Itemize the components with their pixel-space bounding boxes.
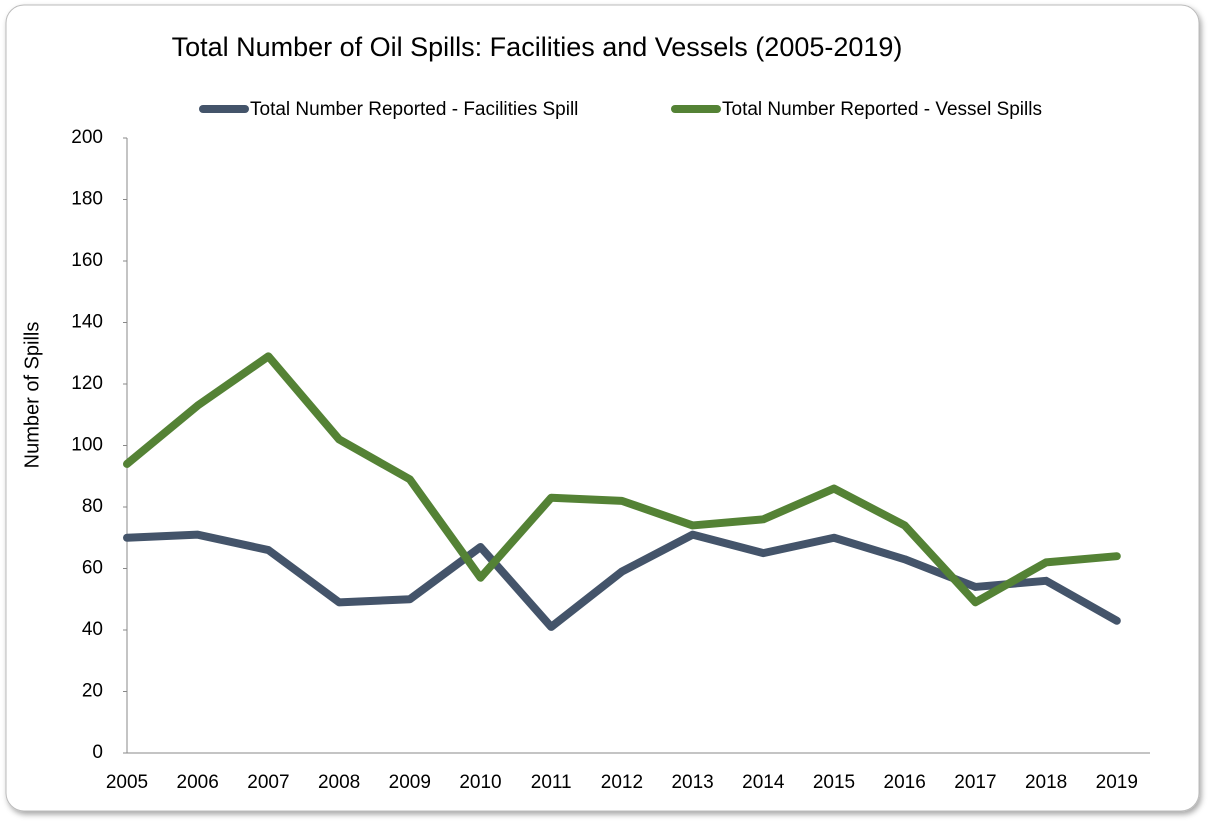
x-tick-label: 2016	[884, 772, 926, 793]
x-tick-label: 2007	[247, 772, 289, 793]
x-tick-label: 2014	[742, 772, 785, 793]
x-tick-label: 2017	[954, 772, 996, 793]
y-tick-label: 160	[71, 250, 103, 271]
y-tick-label: 180	[71, 189, 103, 210]
x-tick-label: 2005	[106, 772, 148, 793]
legend-label: Total Number Reported - Vessel Spills	[722, 99, 1042, 120]
y-tick-label: 100	[71, 435, 103, 456]
x-tick-label: 2009	[389, 772, 431, 793]
y-tick-label: 60	[82, 558, 103, 579]
y-axis-label: Number of Spills	[21, 322, 43, 469]
y-tick-label: 140	[71, 312, 103, 333]
legend-label: Total Number Reported - Facilities Spill	[250, 99, 578, 120]
chart-frame	[5, 4, 1200, 812]
x-tick-label: 2019	[1096, 772, 1138, 793]
x-tick-label: 2011	[531, 772, 572, 793]
x-tick-label: 2013	[671, 772, 713, 793]
y-tick-label: 80	[82, 496, 103, 517]
x-tick-label: 2012	[601, 772, 643, 793]
y-tick-label: 0	[92, 742, 103, 763]
series-line	[123, 352, 1121, 607]
y-tick-label: 120	[71, 373, 103, 394]
chart-title: Total Number of Oil Spills: Facilities a…	[172, 32, 903, 62]
x-tick-label: 2010	[459, 772, 501, 793]
x-tick-label: 2015	[813, 772, 855, 793]
x-tick-label: 2018	[1025, 772, 1067, 793]
y-tick-label: 40	[82, 619, 103, 640]
y-tick-label: 200	[71, 127, 103, 148]
x-tick-label: 2008	[318, 772, 360, 793]
x-tick-label: 2006	[177, 772, 219, 793]
y-tick-label: 20	[82, 681, 103, 702]
